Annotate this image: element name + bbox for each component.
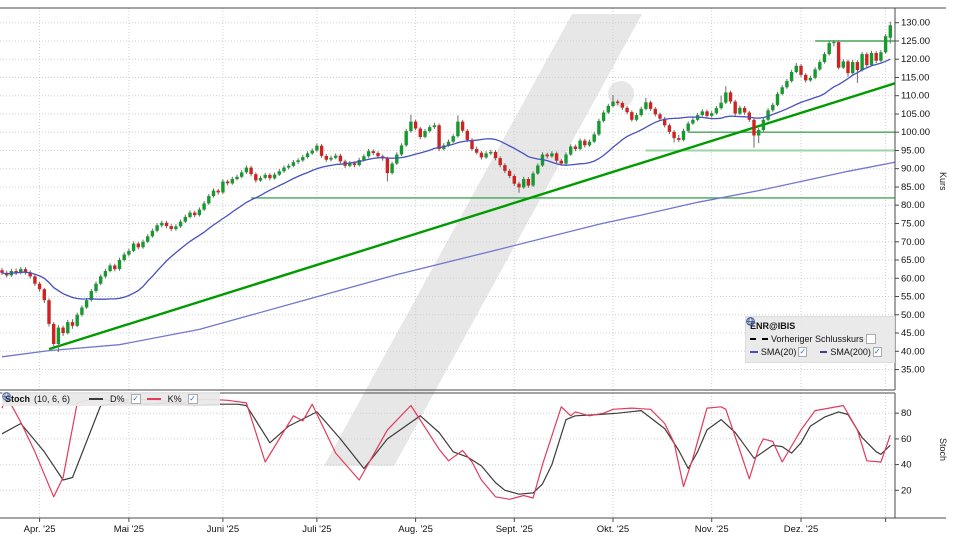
stoch-d-line: [1, 402, 891, 495]
prev-close-line-sample: [750, 337, 768, 340]
instrument-symbol: ENR@IBIS: [750, 320, 796, 331]
svg-text:50.00: 50.00: [901, 310, 925, 321]
stoch-k-checkbox[interactable]: [187, 394, 198, 404]
svg-text:Nov. '25: Nov. '25: [695, 524, 729, 535]
svg-text:55.00: 55.00: [901, 292, 925, 303]
svg-text:45.00: 45.00: [901, 328, 925, 339]
stoch-params: (10, 6, 6): [34, 394, 71, 404]
globe-icon[interactable]: [746, 317, 890, 356]
stoch-k-line: [1, 395, 891, 500]
stoch-name: Stoch: [5, 394, 31, 404]
legend-box: ENR@IBIS Vorheriger Schlusskurs SMA(20) …: [745, 316, 895, 363]
svg-text:130.00: 130.00: [901, 18, 930, 29]
sma20-line: [1, 58, 891, 300]
svg-text:115.00: 115.00: [901, 73, 929, 84]
price-axis-title: Kurs: [938, 172, 948, 191]
sma200-label: SMA(200): [830, 346, 871, 357]
svg-text:Aug. '25: Aug. '25: [398, 524, 433, 535]
panel-borders: [0, 7, 946, 519]
svg-text:80.00: 80.00: [901, 200, 925, 211]
svg-text:75.00: 75.00: [901, 219, 925, 230]
svg-text:Mai '25: Mai '25: [114, 524, 144, 535]
stoch-k-line-sample: [146, 398, 161, 400]
svg-text:105.00: 105.00: [901, 109, 930, 120]
svg-text:120.00: 120.00: [901, 54, 930, 65]
svg-text:80: 80: [901, 408, 912, 419]
svg-text:90.00: 90.00: [901, 164, 925, 175]
svg-text:60: 60: [901, 434, 912, 445]
svg-text:65.00: 65.00: [901, 255, 925, 266]
svg-text:60.00: 60.00: [901, 273, 925, 284]
svg-text:40.00: 40.00: [901, 346, 925, 357]
globe-icon[interactable]: [2, 392, 85, 404]
svg-text:20: 20: [901, 485, 912, 496]
sma200-line: [1, 161, 895, 358]
svg-text:110.00: 110.00: [901, 91, 929, 102]
stoch-d-label: D%: [110, 394, 125, 404]
sma20-label: SMA(20): [760, 346, 797, 357]
stoch-d-checkbox[interactable]: [130, 394, 141, 404]
svg-text:125.00: 125.00: [901, 36, 930, 47]
svg-text:Apr. '25: Apr. '25: [24, 524, 56, 535]
stoch-indicator-header: Stoch (10, 6, 6) D% K%: [2, 392, 220, 406]
svg-text:Dez. '25: Dez. '25: [784, 524, 819, 535]
svg-text:95.00: 95.00: [901, 146, 925, 157]
prev-close-checkbox[interactable]: [865, 333, 876, 344]
globe-icon[interactable]: [746, 317, 806, 330]
sma200-checkbox[interactable]: [872, 346, 882, 357]
sma20-checkbox[interactable]: [798, 346, 808, 357]
svg-text:100.00: 100.00: [901, 127, 930, 138]
svg-text:Juli '25: Juli '25: [302, 524, 331, 535]
prev-close-label: Vorheriger Schlusskurs: [771, 333, 864, 344]
svg-text:70.00: 70.00: [901, 237, 925, 248]
stoch-k-label: K%: [167, 394, 182, 404]
stoch-gridlines: [0, 393, 895, 518]
svg-text:Sept. '25: Sept. '25: [496, 524, 533, 535]
axis-ticks-and-labels: 130.00 125.00 120.00 115.00 110.00 105.00 100.…: [24, 18, 930, 535]
stoch-axis-title: Stoch: [938, 438, 948, 462]
horizontal-levels: [251, 40, 895, 199]
svg-text:Okt. '25: Okt. '25: [597, 524, 629, 535]
stoch-d-line-sample: [89, 398, 104, 400]
svg-text:40: 40: [901, 460, 912, 471]
watermark-slash: [324, 14, 642, 466]
svg-text:85.00: 85.00: [901, 182, 925, 193]
globe-icon[interactable]: [746, 317, 815, 356]
sma200-line-sample: [819, 350, 828, 353]
svg-text:35.00: 35.00: [901, 365, 925, 376]
sma20-line-sample: [750, 350, 758, 353]
svg-text:Juni '25: Juni '25: [207, 524, 239, 535]
